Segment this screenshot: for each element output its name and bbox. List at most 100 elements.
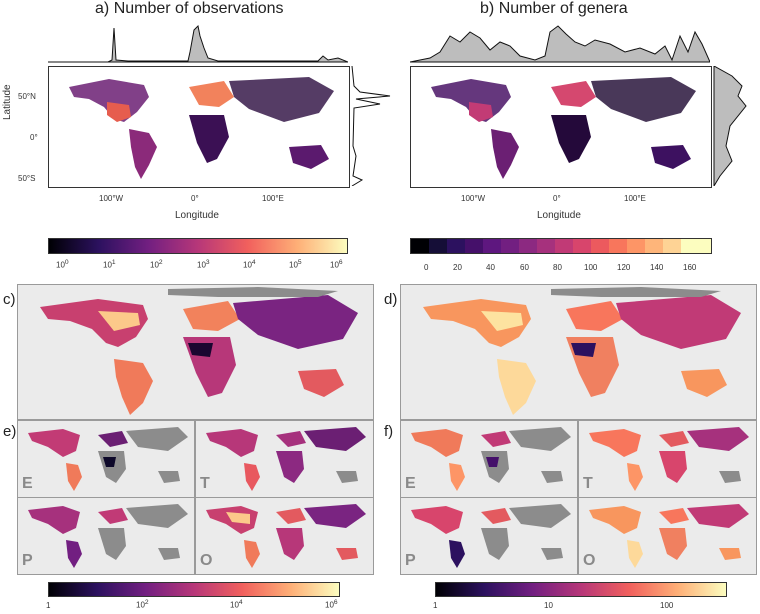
panel-a-lat-tick-50s: 50°S xyxy=(18,174,36,183)
panel-e-label-p: P xyxy=(22,552,33,569)
panel-b-xlabel: Longitude xyxy=(537,210,581,221)
bottom-right-cbar-tick-10: 10 xyxy=(544,601,553,610)
bottom-left-cbar-tick-1: 1 xyxy=(46,601,51,610)
panel-b-lon-density xyxy=(410,25,710,63)
obs-cbar-tick-2-base: 10 xyxy=(150,260,159,270)
bottom-right-colorbar xyxy=(435,582,727,597)
panel-f-label-o: O xyxy=(583,552,596,569)
panel-a-lat-tick-0: 0° xyxy=(30,133,38,142)
panel-f-submap-p-map xyxy=(411,504,571,568)
obs-cbar-tick-4: 104 xyxy=(243,259,256,270)
panel-f-submap-e-map xyxy=(411,427,571,491)
panel-f-submap-e: E xyxy=(400,420,578,498)
panel-f-label-t: T xyxy=(583,475,593,492)
panel-e-submap-e: E xyxy=(17,420,195,498)
panel-f-submap-t: T xyxy=(578,420,757,498)
panel-d-map xyxy=(400,284,757,420)
panel-f-submap-o-map xyxy=(589,504,749,568)
panel-f-submap-p: P xyxy=(400,497,578,575)
obs-cbar-tick-0-exp: 0 xyxy=(64,259,69,266)
panel-a-lat-tick-50n: 50°N xyxy=(18,92,36,101)
genera-cbar-tick-0: 0 xyxy=(424,263,429,272)
panel-b-world-map xyxy=(431,77,696,179)
panel-b-title-text: Number of genera xyxy=(498,0,628,17)
obs-cbar-tick-0: 100 xyxy=(56,259,69,270)
panel-e-submap-e-map xyxy=(28,427,188,491)
obs-colorbar xyxy=(48,238,348,254)
panel-e-submap-p: P xyxy=(17,497,195,575)
genera-cbar-tick-140: 140 xyxy=(650,263,664,272)
panel-a-lon-tick-100w: 100°W xyxy=(99,194,124,203)
bottom-left-cbar-tick-3: 104 xyxy=(230,599,243,610)
panel-a-ylabel: Latitude xyxy=(2,84,13,120)
panel-b-lon-tick-100w: 100°W xyxy=(461,194,486,203)
panel-e-submap-t-map xyxy=(206,427,366,491)
obs-cbar-tick-5-base: 10 xyxy=(289,260,298,270)
obs-cbar-tick-5: 105 xyxy=(289,259,302,270)
genera-cbar-tick-120: 120 xyxy=(617,263,631,272)
panel-a-map xyxy=(48,66,350,188)
panel-b-lat-density xyxy=(713,66,747,186)
obs-cbar-tick-4-base: 10 xyxy=(243,260,252,270)
obs-cbar-tick-3-exp: 3 xyxy=(205,259,210,266)
panel-a-letter: a) xyxy=(95,0,110,17)
obs-cbar-tick-1-base: 10 xyxy=(103,260,112,270)
genera-cbar-tick-80: 80 xyxy=(553,263,562,272)
obs-cbar-tick-4-exp: 4 xyxy=(251,259,256,266)
obs-cbar-tick-0-base: 10 xyxy=(56,260,65,270)
bottom-left-cbar-tick-2: 102 xyxy=(136,599,149,610)
panel-a-world-map xyxy=(69,77,334,179)
panel-f-label-p: P xyxy=(405,552,416,569)
panel-e-label-o: O xyxy=(200,552,213,569)
obs-cbar-tick-2: 102 xyxy=(150,259,163,270)
obs-cbar-tick-2-exp: 2 xyxy=(158,259,163,266)
panel-e-submap-o-map xyxy=(206,504,366,568)
obs-cbar-tick-5-exp: 5 xyxy=(297,259,302,266)
panel-d-world-map xyxy=(423,287,741,415)
panel-a-lon-density xyxy=(48,24,348,63)
bottom-left-cbar-tick-3-base: 10 xyxy=(230,600,239,610)
bottom-left-colorbar xyxy=(48,582,340,597)
obs-cbar-tick-6-exp: 6 xyxy=(338,259,343,266)
obs-cbar-tick-1-exp: 1 xyxy=(111,259,116,266)
genera-cbar-tick-160: 160 xyxy=(683,263,697,272)
obs-cbar-tick-1: 101 xyxy=(103,259,116,270)
panel-a-title-text: Number of observations xyxy=(113,0,284,17)
bottom-right-cbar-tick-100: 100 xyxy=(660,601,674,610)
panel-b-letter: b) xyxy=(480,0,495,17)
bottom-left-cbar-tick-3-exp: 4 xyxy=(238,599,243,606)
panel-e-label-t: T xyxy=(200,475,210,492)
obs-cbar-tick-6-base: 10 xyxy=(330,260,339,270)
panel-c-world-map xyxy=(40,287,358,415)
obs-cbar-tick-3: 103 xyxy=(197,259,210,270)
panel-c-letter: c) xyxy=(3,291,16,308)
panel-a-lat-density xyxy=(351,66,391,186)
genera-cbar-tick-20: 20 xyxy=(453,263,462,272)
panel-b-lon-tick-100e: 100°E xyxy=(624,194,646,203)
genera-cbar-tick-100: 100 xyxy=(584,263,598,272)
panel-b-lon-tick-0: 0° xyxy=(553,194,561,203)
panel-f-submap-o: O xyxy=(578,497,757,575)
bottom-left-cbar-tick-2-exp: 2 xyxy=(144,599,149,606)
panel-f-submap-t-map xyxy=(589,427,749,491)
panel-f-label-e: E xyxy=(405,475,416,492)
panel-a-lon-tick-0: 0° xyxy=(191,194,199,203)
genera-cbar-tick-40: 40 xyxy=(486,263,495,272)
bottom-left-cbar-tick-2-base: 10 xyxy=(136,600,145,610)
panel-c-map xyxy=(17,284,374,420)
panel-b-map xyxy=(410,66,712,188)
panel-e-submap-t: T xyxy=(195,420,374,498)
panel-e-submap-o: O xyxy=(195,497,374,575)
genera-colorbar xyxy=(410,238,712,254)
bottom-left-cbar-tick-4: 106 xyxy=(325,599,338,610)
panel-a-lon-tick-100e: 100°E xyxy=(262,194,284,203)
panel-d-letter: d) xyxy=(384,291,398,308)
panel-e-submap-p-map xyxy=(28,504,188,568)
bottom-left-cbar-tick-4-base: 10 xyxy=(325,600,334,610)
panel-f-letter: f) xyxy=(384,423,394,440)
bottom-right-cbar-tick-1: 1 xyxy=(433,601,438,610)
panel-e-letter: e) xyxy=(3,423,17,440)
obs-cbar-tick-3-base: 10 xyxy=(197,260,206,270)
panel-e-label-e: E xyxy=(22,475,33,492)
obs-cbar-tick-6: 106 xyxy=(330,259,343,270)
